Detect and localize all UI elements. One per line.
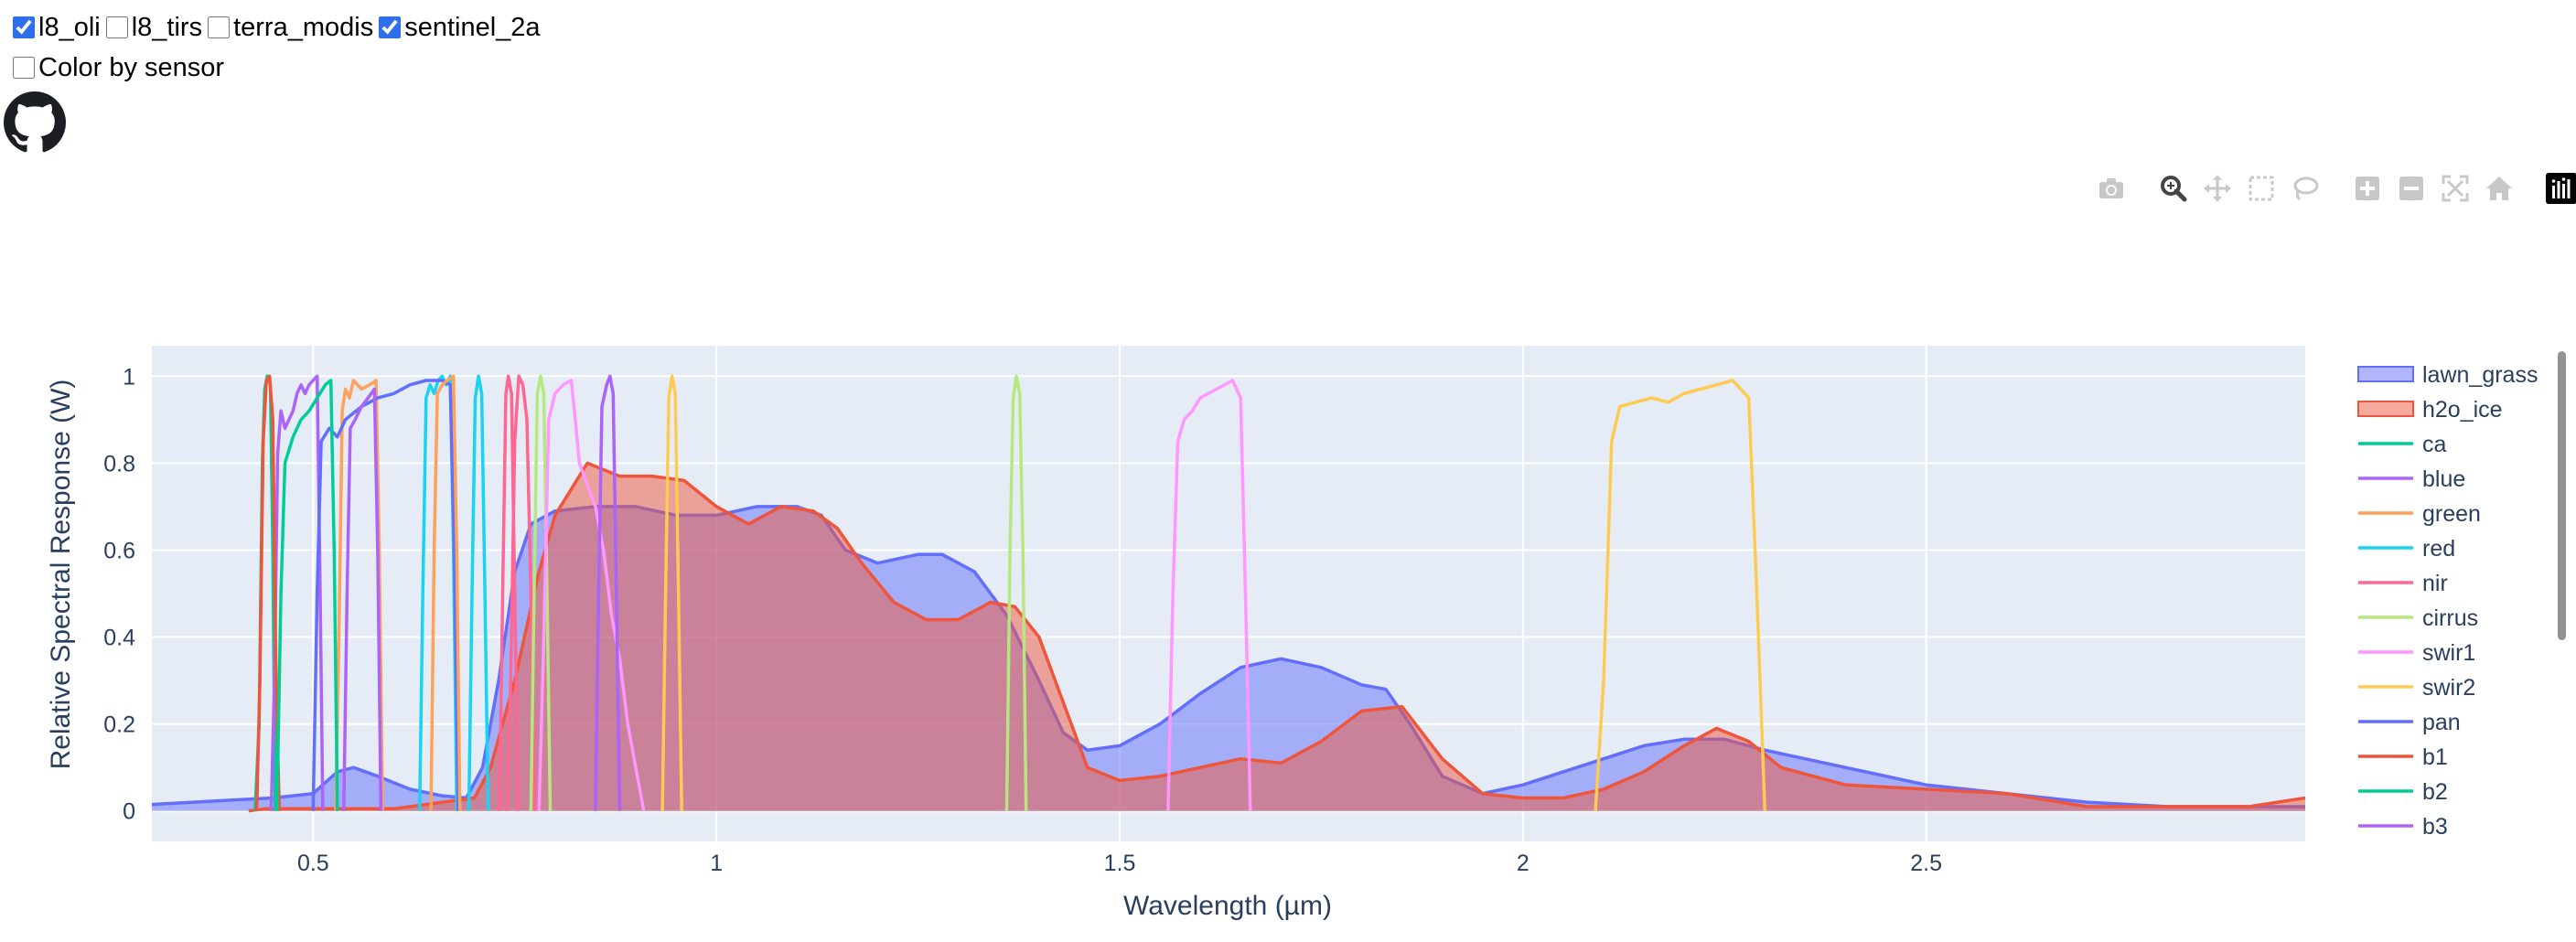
plotly-logo-icon[interactable] (2545, 172, 2576, 205)
series-line-b4[interactable] (429, 374, 462, 811)
y-tick-label: 1 (123, 364, 135, 390)
checkbox-color-by-sensor[interactable] (13, 57, 35, 79)
legend-item-ca[interactable]: ca (2358, 432, 2447, 457)
checkbox-label: sentinel_2a (404, 12, 541, 42)
x-tick-label: 2 (1517, 851, 1530, 876)
checkbox-label: l8_tirs (131, 12, 203, 42)
series-line-pan[interactable] (311, 379, 460, 811)
autoscale-icon[interactable] (2439, 172, 2472, 205)
series-line-green[interactable] (334, 379, 384, 811)
series-line-b2[interactable] (274, 379, 339, 811)
legend-item-pan[interactable]: pan (2358, 710, 2461, 735)
y-tick-label: 0.4 (103, 626, 135, 651)
legend-item-h2o_ice[interactable]: h2o_ice (2357, 397, 2503, 423)
series-line-b3[interactable] (342, 387, 383, 811)
checkbox-label: terra_modis (233, 12, 374, 42)
legend-swatch (2357, 401, 2414, 417)
legend-item-nir[interactable]: nir (2358, 571, 2448, 596)
checkbox-sentinel-2a[interactable] (379, 16, 402, 38)
legend-label: b3 (2422, 814, 2448, 840)
checkbox-l8-tirs[interactable] (105, 16, 128, 38)
legend-label: lawn_grass (2422, 362, 2538, 388)
series-group (152, 374, 2305, 813)
series-fill-h2o_ice[interactable] (248, 463, 2305, 811)
legend-label: swir1 (2422, 640, 2475, 666)
x-tick-label: 0.5 (297, 851, 329, 876)
y-tick-label: 0.8 (103, 451, 135, 476)
series-line-nir[interactable] (505, 374, 537, 811)
series-line-b8[interactable] (537, 379, 646, 812)
legend-label: h2o_ice (2422, 397, 2503, 423)
checkbox-label: Color by sensor (38, 52, 225, 82)
x-axis-title: Wavelength (µm) (1123, 891, 1332, 921)
legend-item-b1[interactable]: b1 (2358, 744, 2448, 770)
legend-swatch (2357, 366, 2414, 382)
x-tick-label: 1 (710, 851, 723, 876)
color-by-sensor-row: Color by sensor (9, 48, 542, 88)
legend-label: swir2 (2422, 675, 2475, 701)
legend-item-red[interactable]: red (2358, 536, 2455, 562)
series-line-swir2[interactable] (1594, 379, 1767, 811)
y-axis-title: Relative Spectral Response (W) (46, 380, 76, 770)
legend-item-green[interactable]: green (2358, 501, 2481, 527)
box-select-icon[interactable] (2245, 172, 2278, 205)
y-tick-label: 0.6 (103, 538, 135, 563)
series-line-swir1[interactable] (1166, 379, 1252, 811)
series-line-b9[interactable] (660, 374, 683, 811)
lasso-icon[interactable] (2289, 172, 2322, 205)
legend-label: nir (2422, 571, 2448, 596)
sensor-option-l8-oli[interactable]: l8_oli (9, 13, 101, 43)
checkbox-l8-oli[interactable] (13, 16, 35, 38)
legend-item-blue[interactable]: blue (2358, 466, 2465, 492)
series-line-b7[interactable] (529, 374, 553, 811)
sensor-option-l8-tirs[interactable]: l8_tirs (102, 13, 202, 43)
legend-item-b2[interactable]: b2 (2358, 779, 2448, 805)
x-tick-label: 2.5 (1910, 851, 1942, 876)
pan-icon[interactable] (2201, 172, 2234, 205)
zoom-icon[interactable] (2157, 172, 2190, 205)
series-line-cirrus[interactable] (1004, 374, 1028, 811)
x-tick-label: 1.5 (1104, 851, 1136, 876)
legend-item-b3[interactable]: b3 (2358, 814, 2448, 840)
y-tick-label: 0 (123, 799, 135, 825)
legend-item-cirrus[interactable]: cirrus (2358, 605, 2478, 631)
checkbox-terra-modis[interactable] (208, 16, 231, 38)
legend-label: blue (2422, 466, 2465, 492)
series-line-h2o_ice[interactable] (248, 461, 2305, 813)
series-line-b1[interactable] (254, 374, 282, 811)
legend-scrollbar[interactable] (2558, 351, 2566, 640)
series-line-b6[interactable] (498, 374, 521, 811)
github-icon[interactable] (4, 91, 66, 154)
y-tick-label: 0.2 (103, 712, 135, 738)
plot-modebar (2095, 172, 2576, 205)
sensor-option-sentinel-2a[interactable]: sentinel_2a (375, 12, 541, 43)
color-by-sensor-option[interactable]: Color by sensor (9, 53, 224, 83)
camera-icon[interactable] (2095, 172, 2128, 205)
checkbox-label: l8_oli (38, 12, 101, 42)
legend-label: ca (2422, 432, 2447, 457)
controls: l8_oli l8_tirs terra_modis sentinel_2a C… (9, 7, 542, 88)
reset-axes-icon[interactable] (2483, 172, 2516, 205)
series-line-b5[interactable] (467, 374, 490, 811)
sensor-checkbox-row: l8_oli l8_tirs terra_modis sentinel_2a (9, 7, 542, 48)
legend-label: green (2422, 501, 2481, 527)
legend-label: pan (2422, 710, 2461, 735)
series-line-blue[interactable] (269, 374, 325, 811)
zoom-in-icon[interactable] (2351, 172, 2384, 205)
zoom-out-icon[interactable] (2395, 172, 2428, 205)
sensor-option-terra-modis[interactable]: terra_modis (204, 13, 373, 43)
legend-item-lawn_grass[interactable]: lawn_grass (2357, 362, 2538, 388)
legend-item-swir2[interactable]: swir2 (2358, 675, 2475, 701)
legend-item-swir1[interactable]: swir1 (2358, 640, 2475, 666)
legend-label: b1 (2422, 744, 2448, 770)
legend-label: red (2422, 536, 2455, 562)
series-line-b8a[interactable] (594, 374, 622, 811)
legend-label: b2 (2422, 779, 2448, 805)
legend-label: cirrus (2422, 605, 2478, 631)
